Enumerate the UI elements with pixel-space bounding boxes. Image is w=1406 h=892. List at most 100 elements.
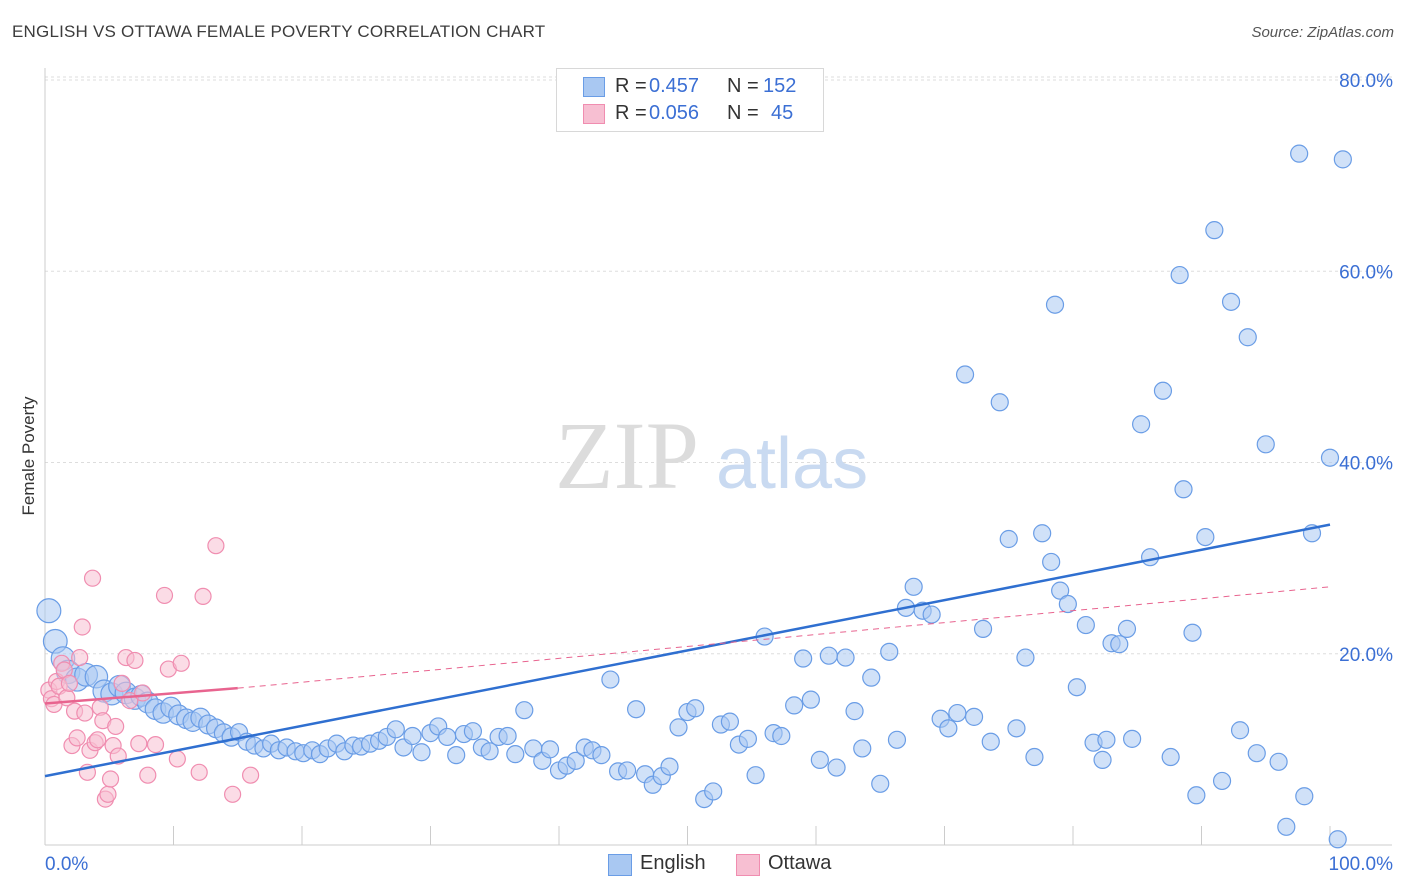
english-point bbox=[686, 699, 705, 718]
english-point bbox=[1076, 615, 1095, 635]
english-point bbox=[1051, 581, 1070, 600]
english-point bbox=[1042, 552, 1061, 572]
ottawa-point bbox=[155, 586, 174, 605]
ottawa-point bbox=[71, 648, 89, 667]
english-point bbox=[836, 648, 855, 667]
english-point bbox=[720, 712, 740, 731]
legend-ottawa-swatch bbox=[736, 854, 760, 876]
english-r-label: R = bbox=[615, 75, 647, 97]
ottawa-point bbox=[76, 704, 94, 722]
english-point bbox=[1016, 648, 1035, 667]
ottawa-point bbox=[99, 785, 117, 803]
ottawa-point bbox=[242, 766, 260, 784]
english-point bbox=[1174, 480, 1193, 499]
watermark-atlas: atlas bbox=[716, 424, 868, 504]
english-point bbox=[704, 782, 723, 801]
english-point bbox=[386, 720, 405, 739]
english-point bbox=[1123, 729, 1142, 748]
ottawa-point bbox=[60, 674, 79, 692]
english-point bbox=[506, 745, 525, 764]
english-point bbox=[1187, 786, 1206, 805]
english-point bbox=[904, 577, 923, 596]
english-point bbox=[660, 757, 679, 776]
ottawa-r-label: R = bbox=[615, 102, 647, 124]
english-point bbox=[772, 726, 791, 746]
english-point bbox=[1277, 817, 1296, 836]
english-point bbox=[964, 707, 984, 726]
trend-lines bbox=[44, 523, 1331, 778]
ottawa-points bbox=[40, 537, 260, 808]
y-tick-label: 80.0% bbox=[1339, 71, 1393, 92]
english-point bbox=[1161, 747, 1180, 767]
ottawa-point bbox=[172, 654, 190, 672]
english-point bbox=[566, 751, 585, 770]
english-point bbox=[801, 690, 820, 709]
english-point bbox=[1007, 719, 1026, 738]
english-point bbox=[845, 702, 864, 721]
english-point bbox=[746, 766, 765, 785]
english-r-value: 0.457 bbox=[649, 75, 700, 97]
english-point bbox=[880, 642, 899, 661]
english-point bbox=[438, 727, 457, 747]
english-point bbox=[1247, 744, 1266, 763]
english-point bbox=[447, 746, 466, 765]
english-point bbox=[887, 730, 907, 749]
ottawa-r-value: 0.056 bbox=[649, 102, 700, 124]
english-point bbox=[1183, 623, 1202, 642]
english-point bbox=[819, 646, 838, 665]
english-point bbox=[601, 670, 620, 689]
english-point bbox=[1097, 730, 1116, 749]
english-point bbox=[999, 529, 1018, 549]
english-point bbox=[810, 750, 829, 769]
ottawa-point bbox=[68, 729, 86, 747]
y-tick-label: 40.0% bbox=[1339, 454, 1393, 475]
ottawa-point bbox=[130, 735, 148, 753]
ottawa-n-label: N = bbox=[727, 102, 759, 124]
correlation-legend: R = 0.457 N = 152 R = 0.056 N = 45 bbox=[556, 68, 824, 132]
english-point bbox=[540, 740, 560, 759]
axes bbox=[44, 68, 1392, 846]
english-point bbox=[1153, 381, 1173, 400]
english-point bbox=[827, 758, 846, 777]
english-point bbox=[515, 701, 534, 720]
english-point bbox=[948, 703, 967, 723]
english-point bbox=[36, 598, 62, 624]
ottawa-point bbox=[139, 766, 157, 784]
ottawa-swatch bbox=[583, 104, 605, 124]
ottawa-point bbox=[101, 770, 120, 788]
english-point bbox=[412, 743, 431, 762]
y-tick-label: 20.0% bbox=[1339, 645, 1393, 666]
ottawa-point bbox=[83, 569, 102, 587]
english-point bbox=[669, 718, 688, 737]
english-point bbox=[973, 619, 993, 638]
english-point bbox=[1256, 435, 1275, 454]
watermark: ZIP atlas bbox=[555, 402, 868, 509]
ottawa-n-value: 45 bbox=[771, 102, 794, 124]
english-point bbox=[480, 742, 499, 761]
english-point bbox=[990, 393, 1009, 412]
ottawa-point bbox=[194, 587, 212, 605]
english-point bbox=[1033, 524, 1052, 543]
english-point bbox=[939, 719, 958, 738]
ottawa-trend-line bbox=[44, 686, 238, 705]
english-point bbox=[1320, 448, 1340, 467]
ottawa-point bbox=[126, 651, 144, 670]
y-tick-label: 60.0% bbox=[1339, 262, 1393, 283]
english-point bbox=[1025, 747, 1044, 767]
english-point bbox=[1170, 265, 1189, 285]
english-point bbox=[1117, 619, 1137, 638]
ottawa-point bbox=[107, 717, 125, 736]
english-point bbox=[738, 729, 757, 748]
ottawa-point bbox=[146, 735, 165, 754]
ottawa-point bbox=[224, 785, 242, 803]
english-point bbox=[618, 761, 637, 780]
english-point bbox=[1238, 328, 1257, 347]
x-tick-label: 0.0% bbox=[45, 854, 88, 875]
ottawa-point bbox=[168, 750, 186, 768]
english-point bbox=[853, 739, 872, 758]
english-point bbox=[1221, 292, 1241, 311]
english-swatch bbox=[583, 77, 605, 97]
english-point bbox=[1205, 221, 1224, 240]
english-n-value: 152 bbox=[763, 75, 797, 97]
english-point bbox=[1067, 678, 1086, 697]
